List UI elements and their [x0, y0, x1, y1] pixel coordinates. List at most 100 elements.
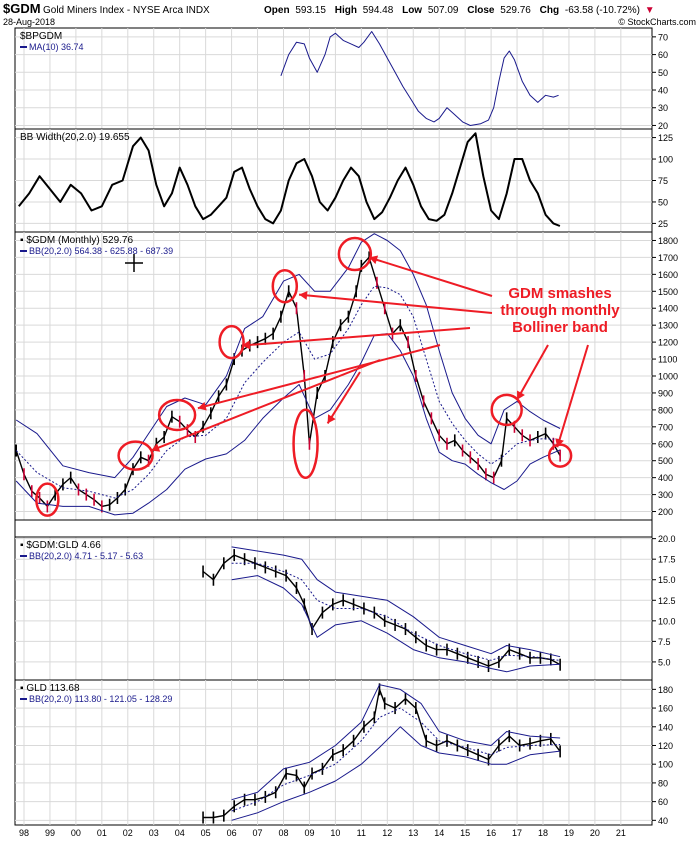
legend-entry: BB(20,2.0) 4.71 - 5.17 - 5.63	[29, 551, 143, 561]
annotation-arrowhead	[151, 443, 161, 452]
y-tick-label: 400	[658, 473, 673, 483]
y-tick-label: 180	[658, 685, 673, 695]
series-line-gld-3	[231, 726, 561, 821]
series-line-ratio-0	[202, 554, 561, 667]
annotation-arrow	[516, 344, 549, 401]
annotation-arrow	[326, 371, 361, 424]
x-tick-label: 03	[149, 828, 159, 838]
series-line-bpgdm-0	[280, 31, 559, 126]
y-tick-label: 70	[658, 32, 668, 42]
x-tick-label: 07	[253, 828, 263, 838]
series-line-gld-2	[231, 707, 561, 812]
panel-gdm: 200 300 400 500 600 700 800 900 1000 1100 1200 1300…	[14, 231, 678, 533]
y-tick-label: 120	[658, 741, 673, 751]
y-tick-label: 12.5	[658, 596, 676, 606]
y-tick-label: 80	[658, 778, 668, 788]
chg-label: Chg	[540, 5, 559, 16]
annotation-circle	[35, 482, 60, 517]
y-tick-label: 900	[658, 388, 673, 398]
y-tick-label: 500	[658, 456, 673, 466]
y-tick-label: 10.0	[658, 616, 676, 626]
series-line-ratio-1	[231, 546, 561, 658]
y-tick-label: 15.0	[658, 575, 676, 585]
chg-value: -63.58 (-10.72%)	[565, 5, 640, 16]
y-tick-label: 20	[658, 121, 668, 131]
legend-entry: BB(20,2.0) 564.38 - 625.88 - 687.39	[29, 246, 173, 256]
y-tick-label: 5.0	[658, 657, 671, 667]
x-tick-label: 04	[175, 828, 185, 838]
series-line-gdm-2	[15, 285, 561, 499]
x-tick-label: 13	[408, 828, 418, 838]
close-label: Close	[467, 5, 495, 16]
low-label: Low	[402, 5, 422, 16]
y-tick-label: 30	[658, 103, 668, 113]
chart-date: 28-Aug-2018	[3, 17, 55, 27]
annotation-circle	[547, 443, 573, 468]
y-tick-label: 60	[658, 797, 668, 807]
y-tick-label: 1700	[658, 253, 678, 263]
x-tick-label: 20	[590, 828, 600, 838]
x-tick-label: 14	[434, 828, 444, 838]
x-tick-label: 21	[616, 828, 626, 838]
panel-bbwidth: 25 50 75 100 125 BB Width(20,2.0) 19.655	[14, 128, 673, 233]
x-tick-label: 05	[201, 828, 211, 838]
annotation-arrowhead	[241, 340, 251, 350]
panel-title: ▪ GLD 113.68	[20, 683, 80, 694]
annotation-circle	[490, 393, 523, 427]
panel-title: ▪ $GDM:GLD 4.66	[20, 540, 101, 551]
x-tick-label: 18	[538, 828, 548, 838]
y-tick-label: 160	[658, 704, 673, 714]
x-tick-label: 15	[460, 828, 470, 838]
y-tick-label: 140	[658, 722, 673, 732]
x-tick-label: 17	[512, 828, 522, 838]
annotation-arrow	[368, 256, 493, 297]
annotation-arrowhead	[299, 290, 308, 300]
y-tick-label: 25	[658, 219, 668, 229]
panel-frame	[14, 27, 653, 130]
series-line-ratio-2	[231, 562, 561, 661]
y-tick-label: 1600	[658, 270, 678, 280]
y-tick-label: 1500	[658, 287, 678, 297]
x-tick-label: 09	[304, 828, 314, 838]
y-tick-label: 17.5	[658, 555, 676, 565]
symbol-title: $GDM	[3, 1, 41, 16]
high-label: High	[335, 5, 357, 16]
annotation-text-line: Bolliner band	[512, 319, 608, 336]
y-tick-label: 200	[658, 507, 673, 517]
annotation-arrowhead	[369, 255, 379, 265]
y-tick-label: 50	[658, 197, 668, 207]
y-tick-label: 1000	[658, 372, 678, 382]
y-tick-label: 40	[658, 86, 668, 96]
annotation-arrowhead	[197, 401, 207, 411]
y-tick-label: 1400	[658, 304, 678, 314]
low-value: 507.09	[428, 5, 459, 16]
x-tick-label: 02	[123, 828, 133, 838]
index-name: Gold Miners Index - NYSE Arca INDX	[43, 5, 210, 16]
series-line-gdm-1	[15, 233, 561, 479]
x-tick-label: 10	[330, 828, 340, 838]
stockcharts-watermark: © StockCharts.com	[618, 17, 696, 27]
y-tick-label: 20.0	[658, 534, 676, 544]
annotation-text-line: GDM smashes	[508, 285, 611, 302]
annotation-circle	[117, 440, 154, 471]
y-tick-label: 100	[658, 155, 673, 165]
annotation-arrow	[150, 359, 381, 452]
series-line-gdm-3	[15, 333, 561, 516]
x-tick-label: 12	[382, 828, 392, 838]
x-tick-label: 00	[71, 828, 81, 838]
y-tick-label: 125	[658, 133, 673, 143]
chart-header: $GDM Gold Miners Index - NYSE Arca INDX …	[3, 1, 696, 27]
panel-title: ▪ $GDM (Monthly) 529.76	[20, 235, 133, 246]
y-tick-label: 300	[658, 490, 673, 500]
annotation-circle	[337, 236, 373, 272]
y-tick-label: 100	[658, 760, 673, 770]
y-tick-label: 800	[658, 405, 673, 415]
y-tick-label: 1800	[658, 236, 678, 246]
x-tick-label: 99	[45, 828, 55, 838]
series-line-ratio-3	[231, 575, 561, 673]
ohlc-readout: Open 593.15 High 594.48 Low 507.09 Close…	[264, 5, 655, 16]
panel-ratio: 5.0 7.5 10.0 12.5 15.0 17.5 20.0 ▪ $GDM:GLD 4.6…	[14, 534, 676, 681]
